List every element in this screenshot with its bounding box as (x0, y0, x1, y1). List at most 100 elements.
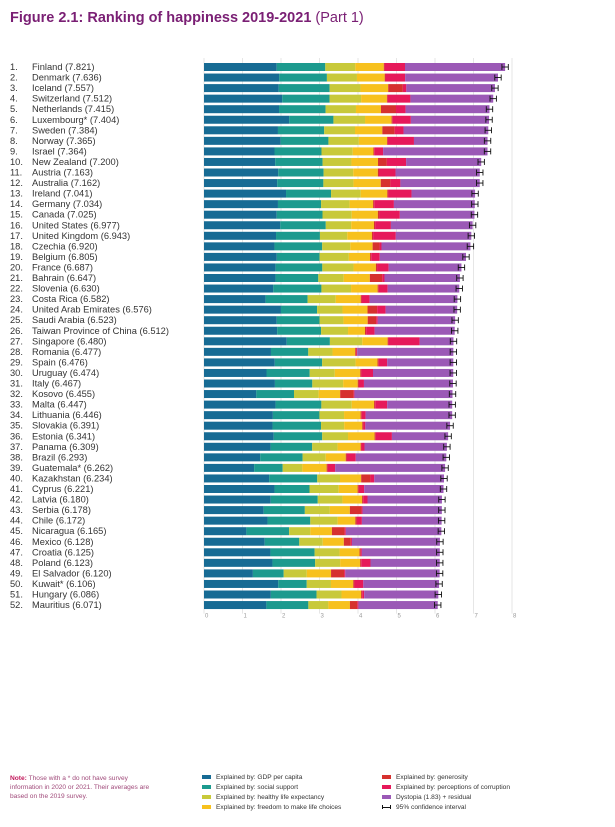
country-row: 1. Finland (7.821) (10, 62, 509, 72)
bar-segment (388, 84, 403, 93)
bar-segment (384, 274, 460, 282)
bar-segment (266, 368, 310, 377)
legend-item: Dystopia (1.83) + residual (382, 794, 471, 801)
confidence-interval (434, 591, 442, 598)
rank-label: 47. (10, 547, 23, 557)
bar-segment (361, 558, 371, 567)
bar-segment (302, 453, 326, 462)
country-label: Iceland (7.557) (32, 83, 94, 93)
bar-segment (318, 390, 341, 399)
bar-segment (400, 179, 480, 188)
confidence-interval (489, 95, 497, 102)
country-label: Serbia (6.178) (32, 505, 91, 515)
bar-segment (204, 590, 271, 599)
confidence-interval (468, 222, 477, 229)
bar-segment (282, 463, 303, 472)
bar-segment (352, 147, 374, 156)
country-label: United States (6.977) (32, 220, 120, 230)
bar-segment (387, 189, 389, 198)
rank-label: 15. (10, 210, 23, 220)
rank-label: 41. (10, 484, 23, 494)
bar-segment (340, 558, 361, 567)
bar-segment (375, 432, 392, 441)
rank-label: 2. (10, 73, 18, 83)
bar-segment (340, 390, 354, 399)
rank-label: 18. (10, 241, 23, 251)
country-row: 42. Latvia (6.180) (10, 495, 446, 505)
rank-label: 21. (10, 273, 23, 283)
country-row: 35. Slovakia (6.391) (10, 421, 454, 431)
bar-segment (356, 516, 362, 525)
bar-segment (278, 579, 307, 588)
bar-segment (204, 601, 267, 610)
country-row: 52. Mauritius (6.071) (10, 600, 442, 610)
bar-segment (345, 527, 442, 536)
bar-segment (374, 326, 455, 335)
confidence-interval (476, 169, 484, 176)
country-row: 28. Romania (6.477) (10, 347, 458, 357)
country-row: 32. Kosovo (6.455) (10, 389, 457, 399)
bar-segment (204, 558, 273, 567)
bar-segment (371, 252, 380, 261)
bar-segment (342, 305, 368, 314)
country-row: 48. Poland (6.123) (10, 558, 444, 568)
country-row: 11. Austria (7.163) (10, 168, 484, 178)
bar-segment (377, 358, 379, 367)
country-label: New Zealand (7.200) (32, 157, 119, 167)
legend-item: 95% confidence interval (382, 804, 466, 811)
x-tick-label: 7 (475, 614, 479, 620)
country-label: Croatia (6.125) (32, 547, 94, 557)
bar-segment (367, 305, 378, 314)
bar-segment (332, 347, 356, 356)
bar-segment (388, 189, 412, 198)
country-label: France (6.687) (32, 262, 93, 272)
bar-segment (329, 506, 350, 515)
x-tick-label: 1 (244, 614, 248, 620)
bar-segment (344, 569, 346, 578)
bar-segment (361, 590, 363, 599)
bar-segment (204, 463, 255, 472)
x-tick-label: 8 (513, 614, 517, 620)
bar-segment (321, 421, 345, 430)
confidence-interval (440, 475, 448, 482)
bar-segment (387, 400, 453, 409)
country-label: Cyprus (6.221) (32, 484, 94, 494)
country-label: Switzerland (7.512) (32, 94, 112, 104)
bar-segment (275, 400, 322, 409)
bar-segment (280, 221, 326, 230)
bar-segment (294, 390, 319, 399)
bar-segment (334, 368, 361, 377)
country-row: 37. Panama (6.309) (10, 442, 451, 452)
country-label: Mexico (6.128) (32, 537, 94, 547)
bar-segment (306, 579, 331, 588)
bar-segment (395, 231, 472, 240)
confidence-interval (483, 137, 492, 144)
confidence-interval (484, 127, 492, 134)
bar-segment (263, 506, 305, 515)
bar-segment (386, 94, 388, 103)
bar-segment (385, 305, 458, 314)
bar-segment (326, 463, 328, 472)
bar-segment (360, 442, 362, 451)
bar-segment (269, 474, 318, 483)
bar-segment (381, 242, 471, 251)
bar-segment (363, 495, 368, 504)
bar-segment (403, 126, 489, 135)
bar-segment (360, 368, 362, 377)
country-row: 6. Luxembourg* (7.404) (10, 115, 493, 125)
bar-segment (344, 421, 363, 430)
rank-label: 1. (10, 62, 18, 72)
bar-segment (359, 548, 361, 557)
bar-segment (319, 252, 349, 261)
rank-label: 28. (10, 347, 23, 357)
bar-segment (325, 221, 352, 230)
bar-segment (358, 379, 364, 388)
country-label: Guatemala* (6.262) (32, 463, 113, 473)
country-label: Sweden (7.384) (32, 125, 98, 135)
bar-segment (345, 453, 347, 462)
bar-segment (329, 337, 363, 346)
bar-segment (274, 379, 313, 388)
rank-label: 11. (10, 168, 22, 178)
confidence-interval (494, 74, 502, 81)
confidence-interval (435, 570, 444, 577)
